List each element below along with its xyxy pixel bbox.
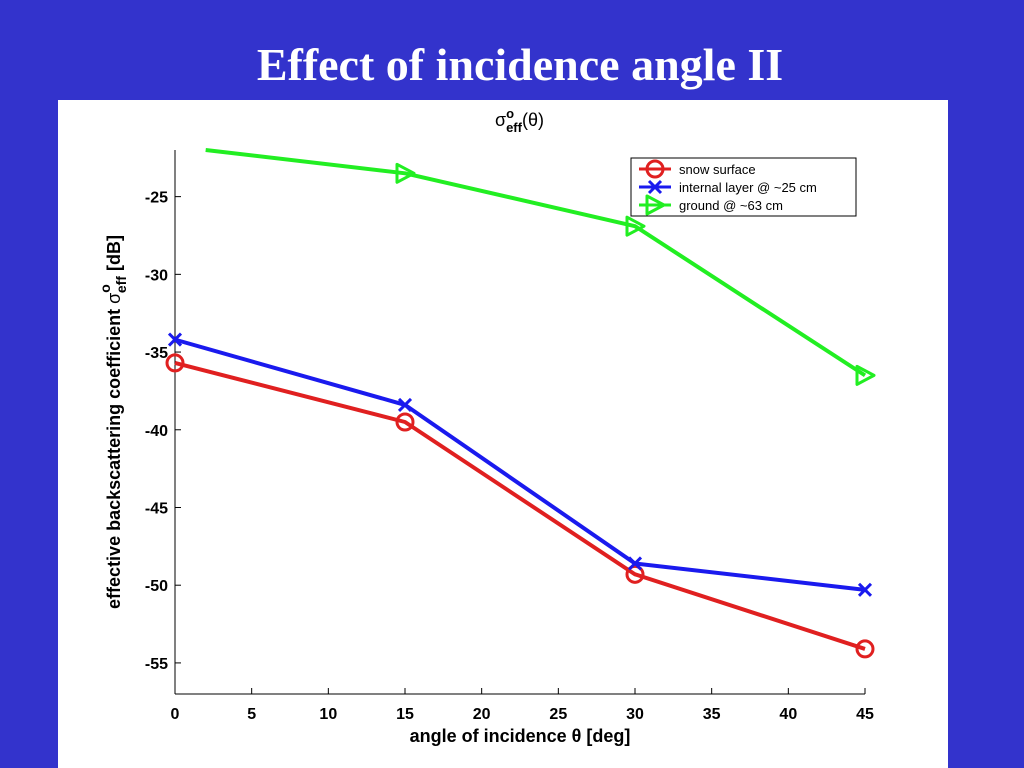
y-tick-label: -40	[145, 423, 168, 440]
x-tick-label: 5	[247, 706, 256, 723]
series-line-1	[174, 337, 866, 592]
plot-title-sub: eff	[506, 120, 523, 135]
data-point-0-3	[855, 639, 875, 659]
legend-marker-2	[645, 194, 666, 216]
plot-title-suffix: (θ)	[522, 110, 544, 130]
y-axis-label-sup: o	[97, 284, 113, 293]
data-point-0-0	[165, 353, 185, 373]
chart: 0 5 10 15 20 25 30 35 40 45 -25 -30 -35 -40 -45 -50 -55 a…	[97, 106, 876, 746]
data-point-1-1	[397, 397, 413, 412]
legend-marker-1	[647, 179, 663, 195]
data-point-1-3	[857, 582, 873, 597]
data-point-0-2	[625, 564, 645, 584]
slide-title: Effect of incidence angle II	[256, 39, 784, 90]
data-point-2-1	[395, 162, 416, 184]
x-axis-label: angle of incidence θ [deg]	[410, 726, 631, 746]
x-tick-label: 20	[473, 706, 491, 723]
plot-title: σo eff(θ)	[495, 106, 544, 135]
y-tick-label: -30	[145, 267, 168, 284]
y-axis-label-text: effective backscattering coefficient	[104, 304, 124, 609]
x-tick-label: 35	[703, 706, 721, 723]
plot-title-sup: o	[506, 106, 514, 121]
figure-panel: 0 5 10 15 20 25 30 35 40 45 -25 -30 -35 -40 -45 -50 -55 a…	[58, 100, 948, 768]
x-tick-label: 40	[779, 706, 797, 723]
legend-label-1: internal layer @ ~25 cm	[679, 180, 817, 195]
x-tick-label: 10	[319, 706, 337, 723]
legend-label-0: snow surface	[679, 162, 756, 177]
y-axis-label-unit: [dB]	[104, 235, 124, 276]
series-line-0	[174, 360, 866, 651]
y-tick-label: -55	[145, 656, 168, 673]
y-axis-label: effective backscattering coefficient σoe…	[97, 235, 129, 609]
y-tick-label: -50	[145, 578, 168, 595]
y-axis-label-sub: eff	[113, 276, 129, 293]
x-tick-label: 15	[396, 706, 414, 723]
x-tick-label: 30	[626, 706, 644, 723]
data-point-1-2	[627, 556, 643, 571]
x-tick-label: 25	[549, 706, 567, 723]
data-point-0-1	[395, 412, 415, 432]
y-tick-label: -45	[145, 500, 168, 517]
x-tick-label: 0	[171, 706, 180, 723]
plot-title-symbol: σ	[495, 110, 506, 130]
legend-label-2: ground @ ~63 cm	[679, 198, 783, 213]
data-point-2-2	[625, 215, 646, 237]
y-tick-label: -25	[145, 190, 168, 207]
x-tick-label: 45	[856, 706, 874, 723]
data-point-1-0	[167, 332, 183, 347]
legend-marker-0	[645, 159, 665, 179]
y-axis-label-symbol: σ	[104, 293, 124, 304]
series-line-2	[205, 148, 867, 378]
data-point-2-3	[855, 364, 876, 386]
y-tick-label: -35	[145, 345, 168, 362]
